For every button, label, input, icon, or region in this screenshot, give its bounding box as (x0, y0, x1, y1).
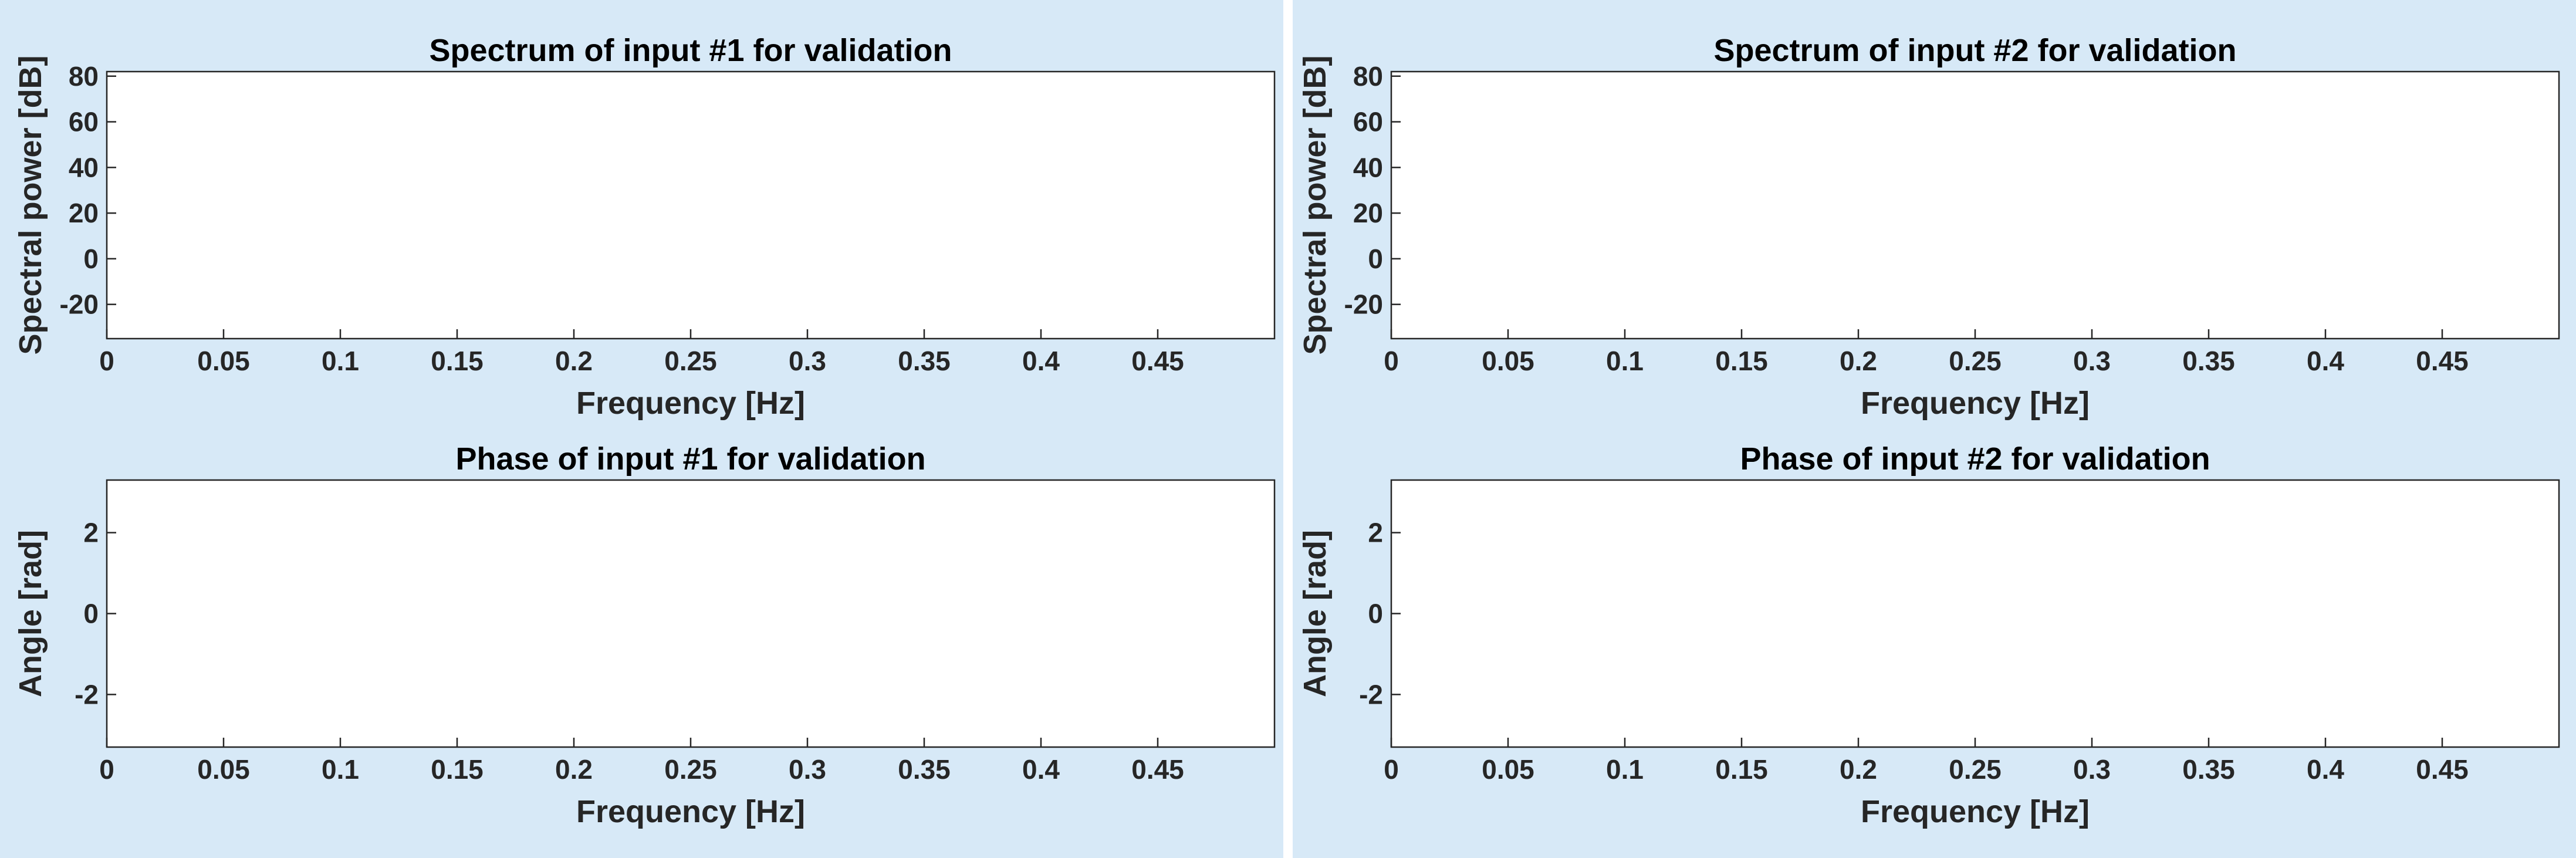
x-tick-label: 0.25 (664, 754, 717, 785)
x-tick-label: 0.1 (1606, 754, 1644, 785)
x-tick-label: 0.35 (2182, 346, 2235, 376)
x-tick-label: 0.3 (2073, 754, 2111, 785)
x-tick-label: 0.15 (431, 346, 484, 376)
y-tick-label: 60 (69, 107, 99, 137)
y-tick-label: 20 (1353, 198, 1383, 228)
x-tick-label: 0.2 (555, 346, 593, 376)
x-tick-label: 0.2 (1840, 754, 1877, 785)
y-axis-label: Spectral power [dB] (13, 55, 48, 354)
x-tick-label: 0.25 (1949, 346, 2002, 376)
x-tick-label: 0.1 (322, 346, 359, 376)
y-axis-label: Spectral power [dB] (1297, 55, 1333, 354)
x-tick-label: 0.05 (197, 754, 250, 785)
y-tick-label: 0 (1368, 244, 1383, 274)
y-tick-label: -2 (1359, 679, 1383, 710)
y-tick-label: 0 (1368, 599, 1383, 629)
chart-spec2: 0 0.05 0.1 0.15 0.2 0.25 0.3 0.35 0.4 0.45-200204… (1297, 33, 2560, 421)
y-tick-label: -2 (75, 679, 99, 710)
x-tick-label: 0.4 (2307, 754, 2344, 785)
x-tick-label: 0.05 (1482, 346, 1534, 376)
y-axis-label: Angle [rad] (1297, 530, 1333, 697)
x-tick-label: 0.45 (1131, 754, 1184, 785)
x-tick-label: 0.25 (1949, 754, 2002, 785)
x-tick-label: 0.4 (1022, 754, 1060, 785)
chart-phase2: 0 0.05 0.1 0.15 0.2 0.25 0.3 0.35 0.4 0.45 -2 0 2 Pha… (1297, 441, 2560, 829)
x-tick-label: 0 (1384, 754, 1399, 785)
x-axis-label: Frequency [Hz] (576, 794, 805, 829)
y-tick-label: 80 (69, 61, 99, 92)
x-tick-label: 0.1 (322, 754, 359, 785)
chart-title: Phase of input #2 for validation (1740, 441, 2210, 477)
x-tick-label: 0.45 (2416, 754, 2469, 785)
axes-box (1390, 70, 2560, 340)
x-axis-label: Frequency [Hz] (576, 386, 805, 421)
chart-title: Spectrum of input #2 for validation (1713, 33, 2236, 68)
x-tick-label: 0.3 (789, 346, 826, 376)
x-tick-label: 0 (1384, 346, 1399, 376)
y-tick-label: 2 (1368, 518, 1383, 548)
x-tick-label: 0.35 (2182, 754, 2235, 785)
y-tick-label: -20 (1344, 289, 1383, 320)
chart-title: Phase of input #1 for validation (455, 441, 925, 477)
y-tick-label: 60 (1353, 107, 1383, 137)
x-tick-label: 0.35 (898, 346, 951, 376)
x-tick-label: 0.45 (2416, 346, 2469, 376)
axes-box (106, 479, 1276, 748)
chart-spec1: 0 0.05 0.1 0.15 0.2 0.25 0.3 0.35 0.4 0.45-200204… (13, 33, 1276, 421)
x-tick-label: 0.05 (197, 346, 250, 376)
y-tick-label: 0 (83, 599, 99, 629)
x-tick-label: 0.3 (789, 754, 826, 785)
x-tick-label: 0.15 (431, 754, 484, 785)
y-tick-label: 0 (83, 244, 99, 274)
x-tick-label: 0.05 (1482, 754, 1534, 785)
axes-box (106, 70, 1276, 340)
y-tick-label: 40 (1353, 152, 1383, 183)
axes-box (1390, 479, 2560, 748)
x-tick-label: 0.3 (2073, 346, 2111, 376)
y-tick-label: 40 (69, 152, 99, 183)
y-tick-label: 2 (83, 518, 99, 548)
x-tick-label: 0.2 (555, 754, 593, 785)
x-tick-label: 0 (99, 346, 114, 376)
y-tick-label: 80 (1353, 61, 1383, 92)
y-axis-label: Angle [rad] (13, 530, 48, 697)
x-tick-label: 0.35 (898, 754, 951, 785)
x-tick-label: 0.25 (664, 346, 717, 376)
y-tick-label: -20 (60, 289, 99, 320)
x-tick-label: 0.2 (1840, 346, 1877, 376)
x-tick-label: 0.45 (1131, 346, 1184, 376)
x-tick-label: 0.15 (1715, 346, 1768, 376)
x-axis-label: Frequency [Hz] (1861, 386, 2090, 421)
x-tick-label: 0.4 (2307, 346, 2344, 376)
x-tick-label: 0.15 (1715, 754, 1768, 785)
x-axis-label: Frequency [Hz] (1861, 794, 2090, 829)
chart-title: Spectrum of input #1 for validation (429, 33, 952, 68)
chart-phase1: 0 0.05 0.1 0.15 0.2 0.25 0.3 0.35 0.4 0.45 -2 0 2 Pha… (13, 441, 1276, 829)
y-tick-label: 20 (69, 198, 99, 228)
x-tick-label: 0.1 (1606, 346, 1644, 376)
x-tick-label: 0 (99, 754, 114, 785)
x-tick-label: 0.4 (1022, 346, 1060, 376)
